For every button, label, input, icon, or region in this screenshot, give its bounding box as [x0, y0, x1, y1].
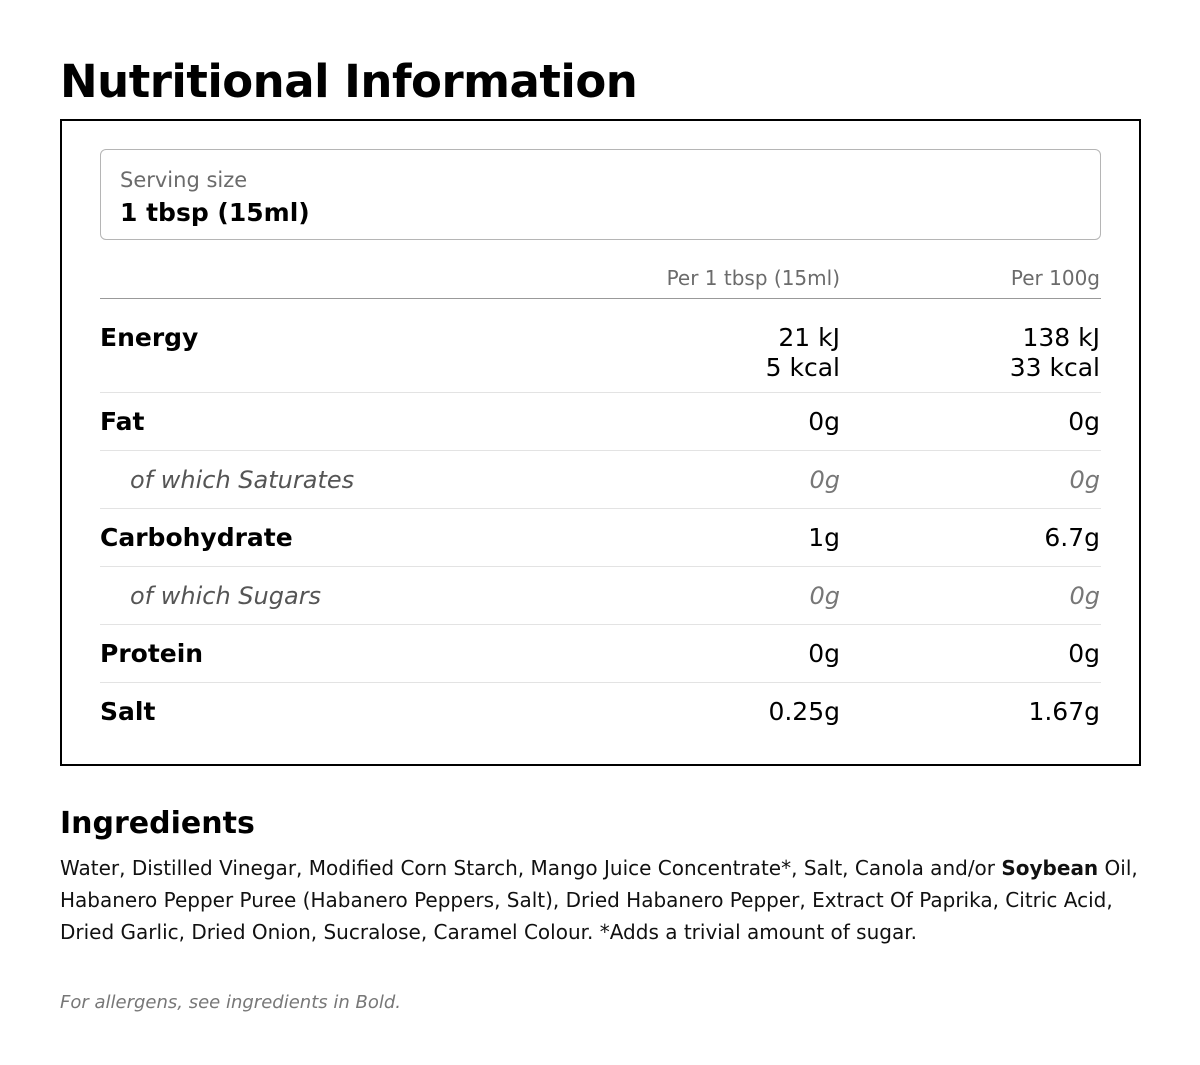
table-row-salt: Salt 0.25g 1.67g [100, 683, 1101, 740]
row-label-energy: Energy [100, 323, 199, 352]
row-label-saturates: of which Saturates [130, 466, 355, 494]
column-header-per-serving: Per 1 tbsp (15ml) [666, 266, 840, 290]
table-row-energy: Energy 21 kJ 5 kcal 138 kJ 33 kcal [100, 299, 1101, 393]
protein-per-serving: 0g [808, 639, 840, 668]
fat-per-serving: 0g [808, 407, 840, 436]
energy-per-serving-kj: 21 kJ [778, 323, 840, 352]
allergen-note: For allergens, see ingredients in Bold. [60, 992, 401, 1013]
salt-per-100g: 1.67g [1028, 697, 1100, 726]
table-header: Per 1 tbsp (15ml) Per 100g [100, 261, 1101, 299]
row-label-salt: Salt [100, 697, 156, 726]
saturates-per-100g: 0g [1069, 466, 1100, 494]
serving-size-value: 1 tbsp (15ml) [120, 198, 310, 227]
energy-per-100g-kcal: 33 kcal [1009, 353, 1100, 382]
energy-per-100g-kj: 138 kJ [1022, 323, 1100, 352]
sugars-per-serving: 0g [809, 582, 840, 610]
column-header-per-100g: Per 100g [1010, 266, 1100, 290]
carbohydrate-per-100g: 6.7g [1044, 523, 1100, 552]
table-row-protein: Protein 0g 0g [100, 625, 1101, 683]
carbohydrate-per-serving: 1g [808, 523, 840, 552]
salt-per-serving: 0.25g [768, 697, 840, 726]
nutrition-table: Per 1 tbsp (15ml) Per 100g Energy 21 kJ … [100, 261, 1101, 740]
ingredients-text: Water, Distilled Vinegar, Modified Corn … [60, 852, 1145, 948]
row-label-sugars: of which Sugars [130, 582, 322, 610]
allergen-ingredient: Soybean [1001, 856, 1099, 880]
serving-size-box: Serving size 1 tbsp (15ml) [100, 149, 1101, 240]
table-row-carbohydrate: Carbohydrate 1g 6.7g [100, 509, 1101, 567]
row-label-carbohydrate: Carbohydrate [100, 523, 293, 552]
serving-size-label: Serving size [120, 168, 248, 192]
energy-per-serving-kcal: 5 kcal [765, 353, 840, 382]
nutrition-panel: Serving size 1 tbsp (15ml) Per 1 tbsp (1… [60, 119, 1141, 766]
ingredients-text-after: Oil, Habanero Pepper Puree (Habanero Pep… [60, 856, 1138, 944]
page-title: Nutritional Information [60, 55, 638, 108]
table-row-saturates: of which Saturates 0g 0g [100, 451, 1101, 509]
row-label-protein: Protein [100, 639, 204, 668]
ingredients-text-before: Water, Distilled Vinegar, Modified Corn … [60, 856, 1002, 880]
protein-per-100g: 0g [1068, 639, 1100, 668]
saturates-per-serving: 0g [809, 466, 840, 494]
table-row-sugars: of which Sugars 0g 0g [100, 567, 1101, 625]
row-label-fat: Fat [100, 407, 145, 436]
ingredients-heading: Ingredients [60, 806, 255, 841]
sugars-per-100g: 0g [1069, 582, 1100, 610]
table-row-fat: Fat 0g 0g [100, 393, 1101, 451]
fat-per-100g: 0g [1068, 407, 1100, 436]
